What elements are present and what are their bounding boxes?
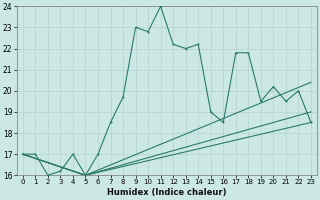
X-axis label: Humidex (Indice chaleur): Humidex (Indice chaleur) <box>107 188 227 197</box>
